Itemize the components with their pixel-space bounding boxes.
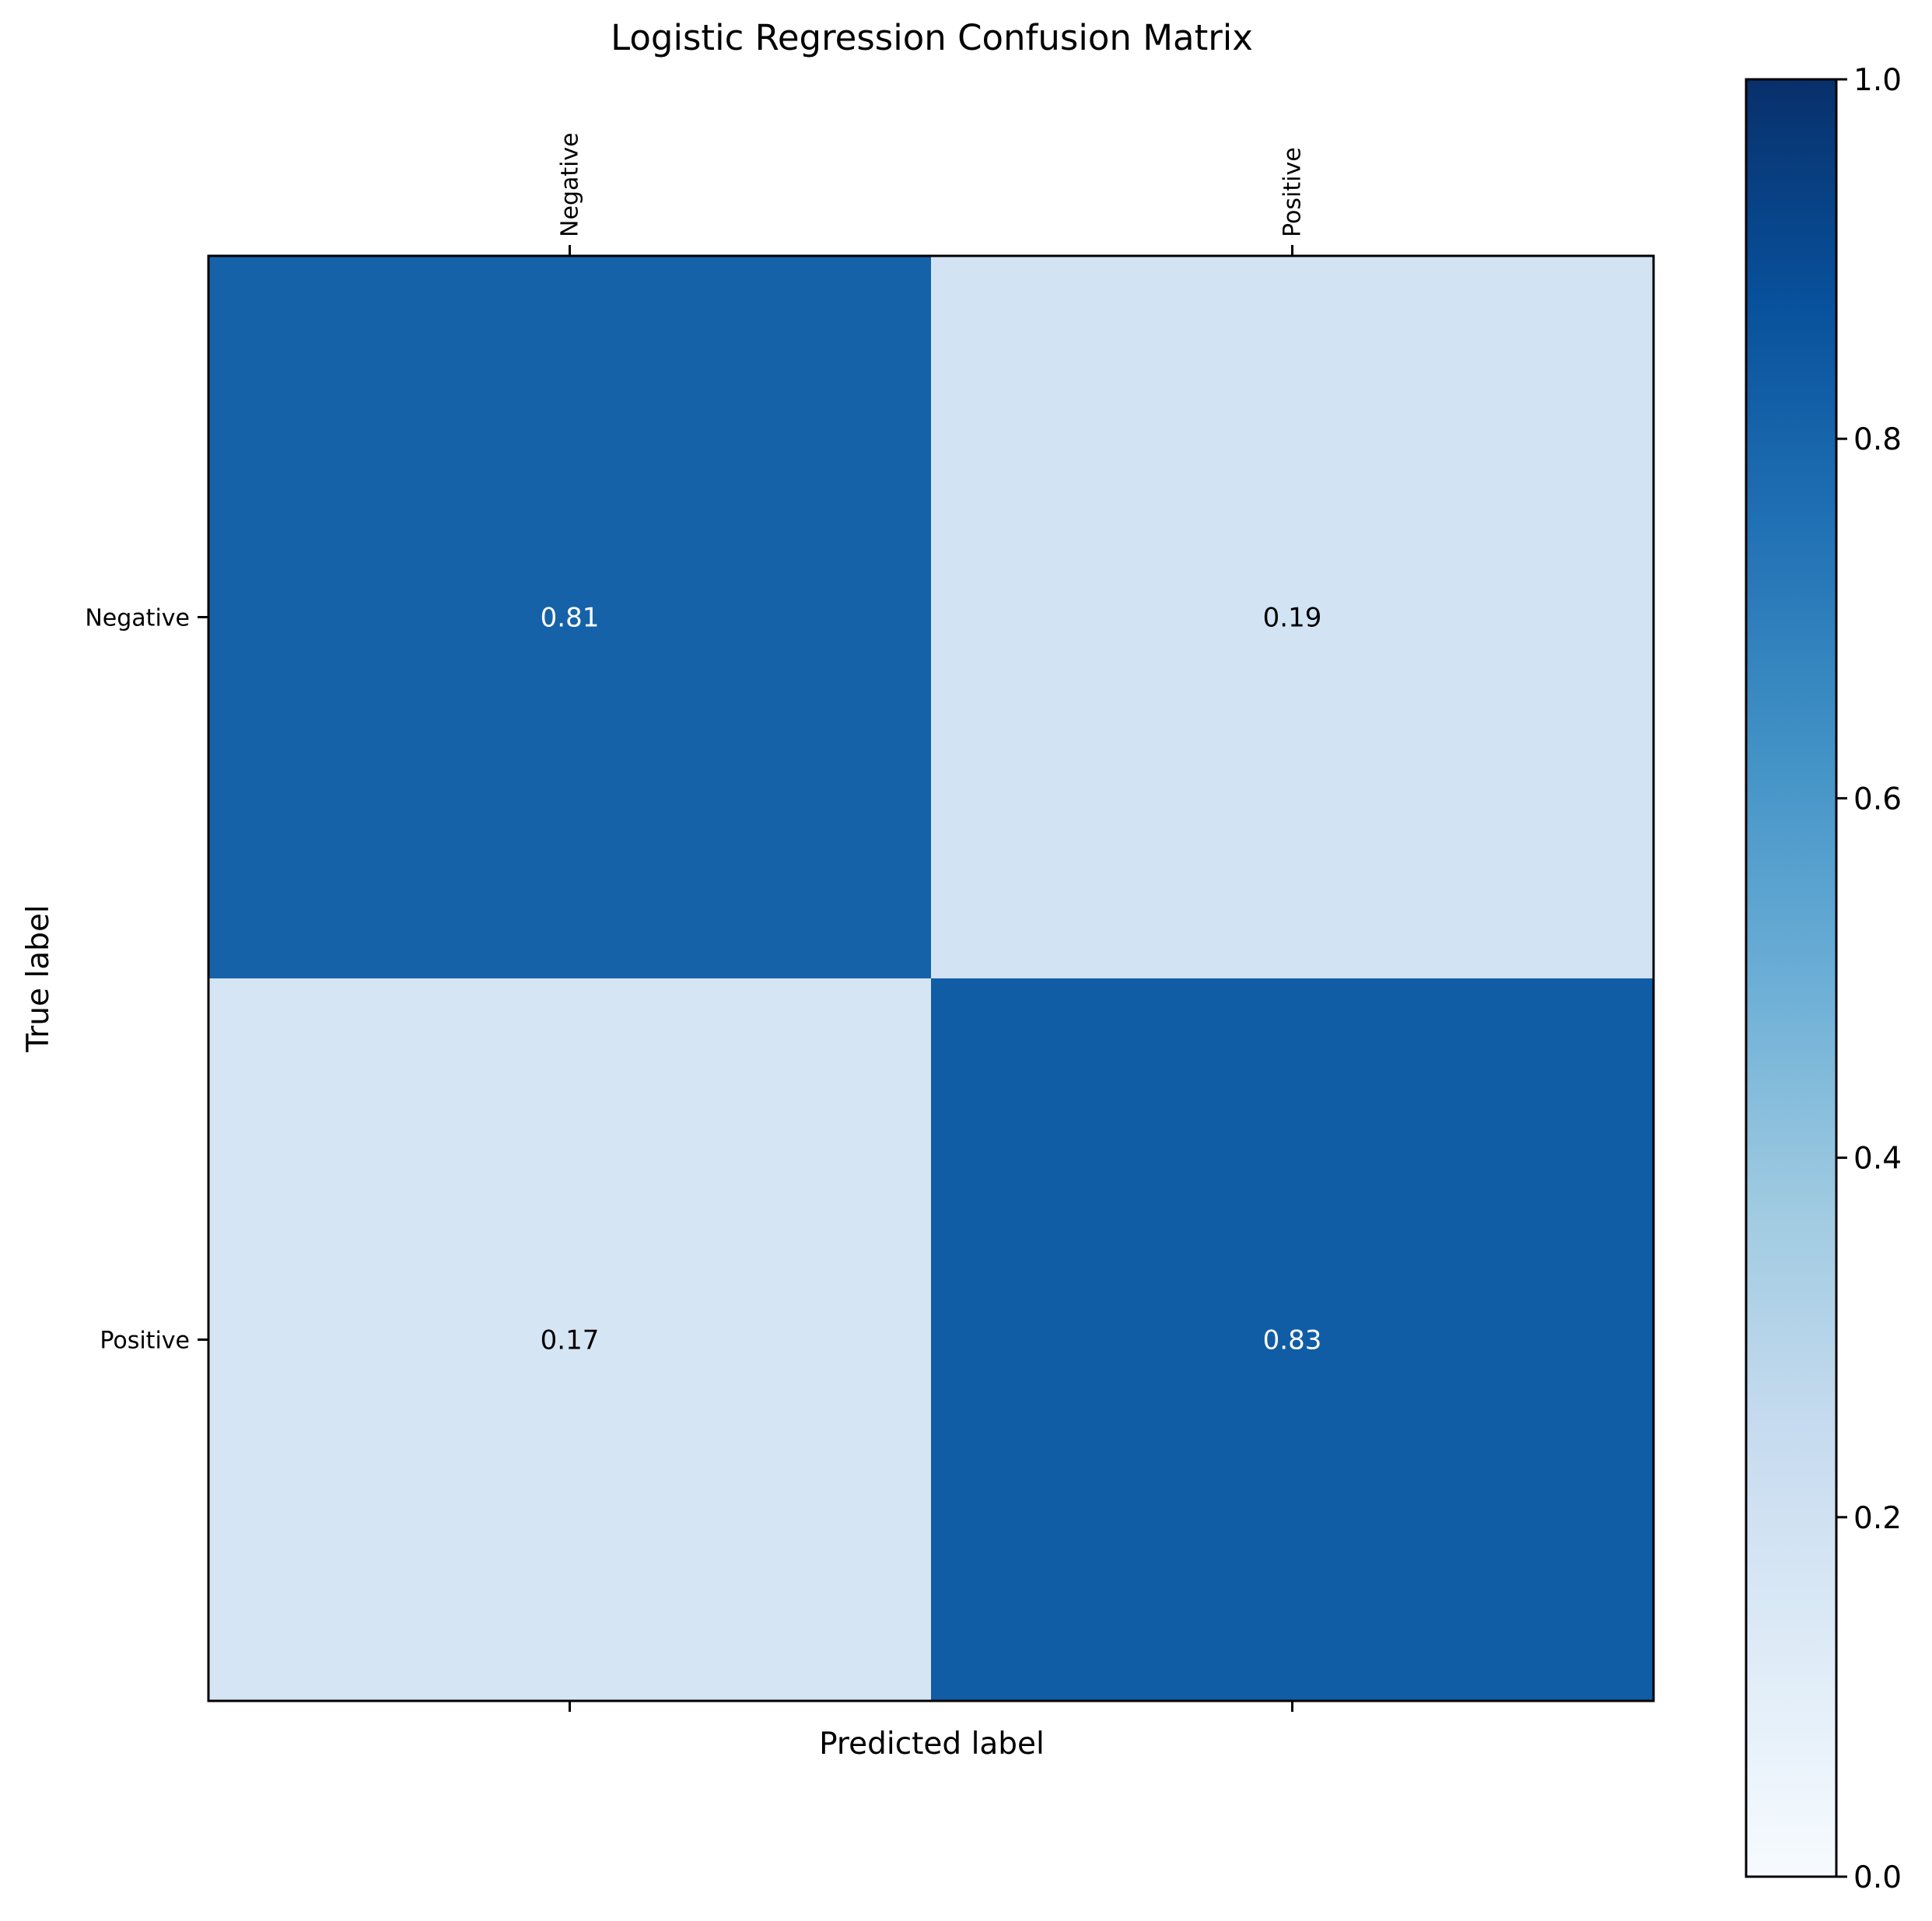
- colorbar-tick-label: 0.2: [1853, 1501, 1902, 1536]
- x-tick-label: Positive: [1279, 147, 1307, 237]
- cell-value-label-1-0: 0.17: [541, 1325, 600, 1356]
- y-tick-label: Negative: [85, 605, 190, 632]
- heatmap-cell-0-1: [931, 256, 1654, 979]
- plot-frame: [207, 254, 1655, 1702]
- colorbar-tick-label: 0.8: [1853, 422, 1902, 457]
- cell-value-label-0-0: 0.81: [541, 603, 600, 634]
- cell-value-label-1-1: 0.83: [1263, 1325, 1322, 1356]
- x-axis-ticks: Negative Positive: [557, 132, 1307, 1712]
- heatmap-cells: 0.81 0.19 0.17 0.83: [208, 256, 1654, 1702]
- colorbar-tick-label: 0.6: [1853, 782, 1902, 817]
- colorbar-tick-label: 1.0: [1853, 63, 1902, 98]
- y-axis-label: True label: [21, 905, 56, 1053]
- chart-title: Logistic Regression Confusion Matrix: [611, 17, 1253, 58]
- colorbar-tick-label: 0.4: [1853, 1142, 1902, 1177]
- colorbar-ticks: 0.0 0.2 0.4 0.6 0.8 1.0: [1836, 63, 1902, 1895]
- x-axis-label: Predicted label: [819, 1727, 1045, 1762]
- heatmap-cell-0-0: [208, 256, 932, 979]
- cell-value-label-0-1: 0.19: [1263, 603, 1322, 634]
- heatmap-cell-1-1: [931, 978, 1654, 1702]
- y-tick-label: Positive: [100, 1328, 190, 1355]
- x-tick-label: Negative: [557, 132, 584, 237]
- colorbar: [1745, 78, 1838, 1878]
- heatmap-cell-1-0: [208, 978, 932, 1702]
- colorbar-tick-label: 0.0: [1853, 1860, 1902, 1895]
- y-axis-ticks: Negative Positive: [85, 605, 208, 1355]
